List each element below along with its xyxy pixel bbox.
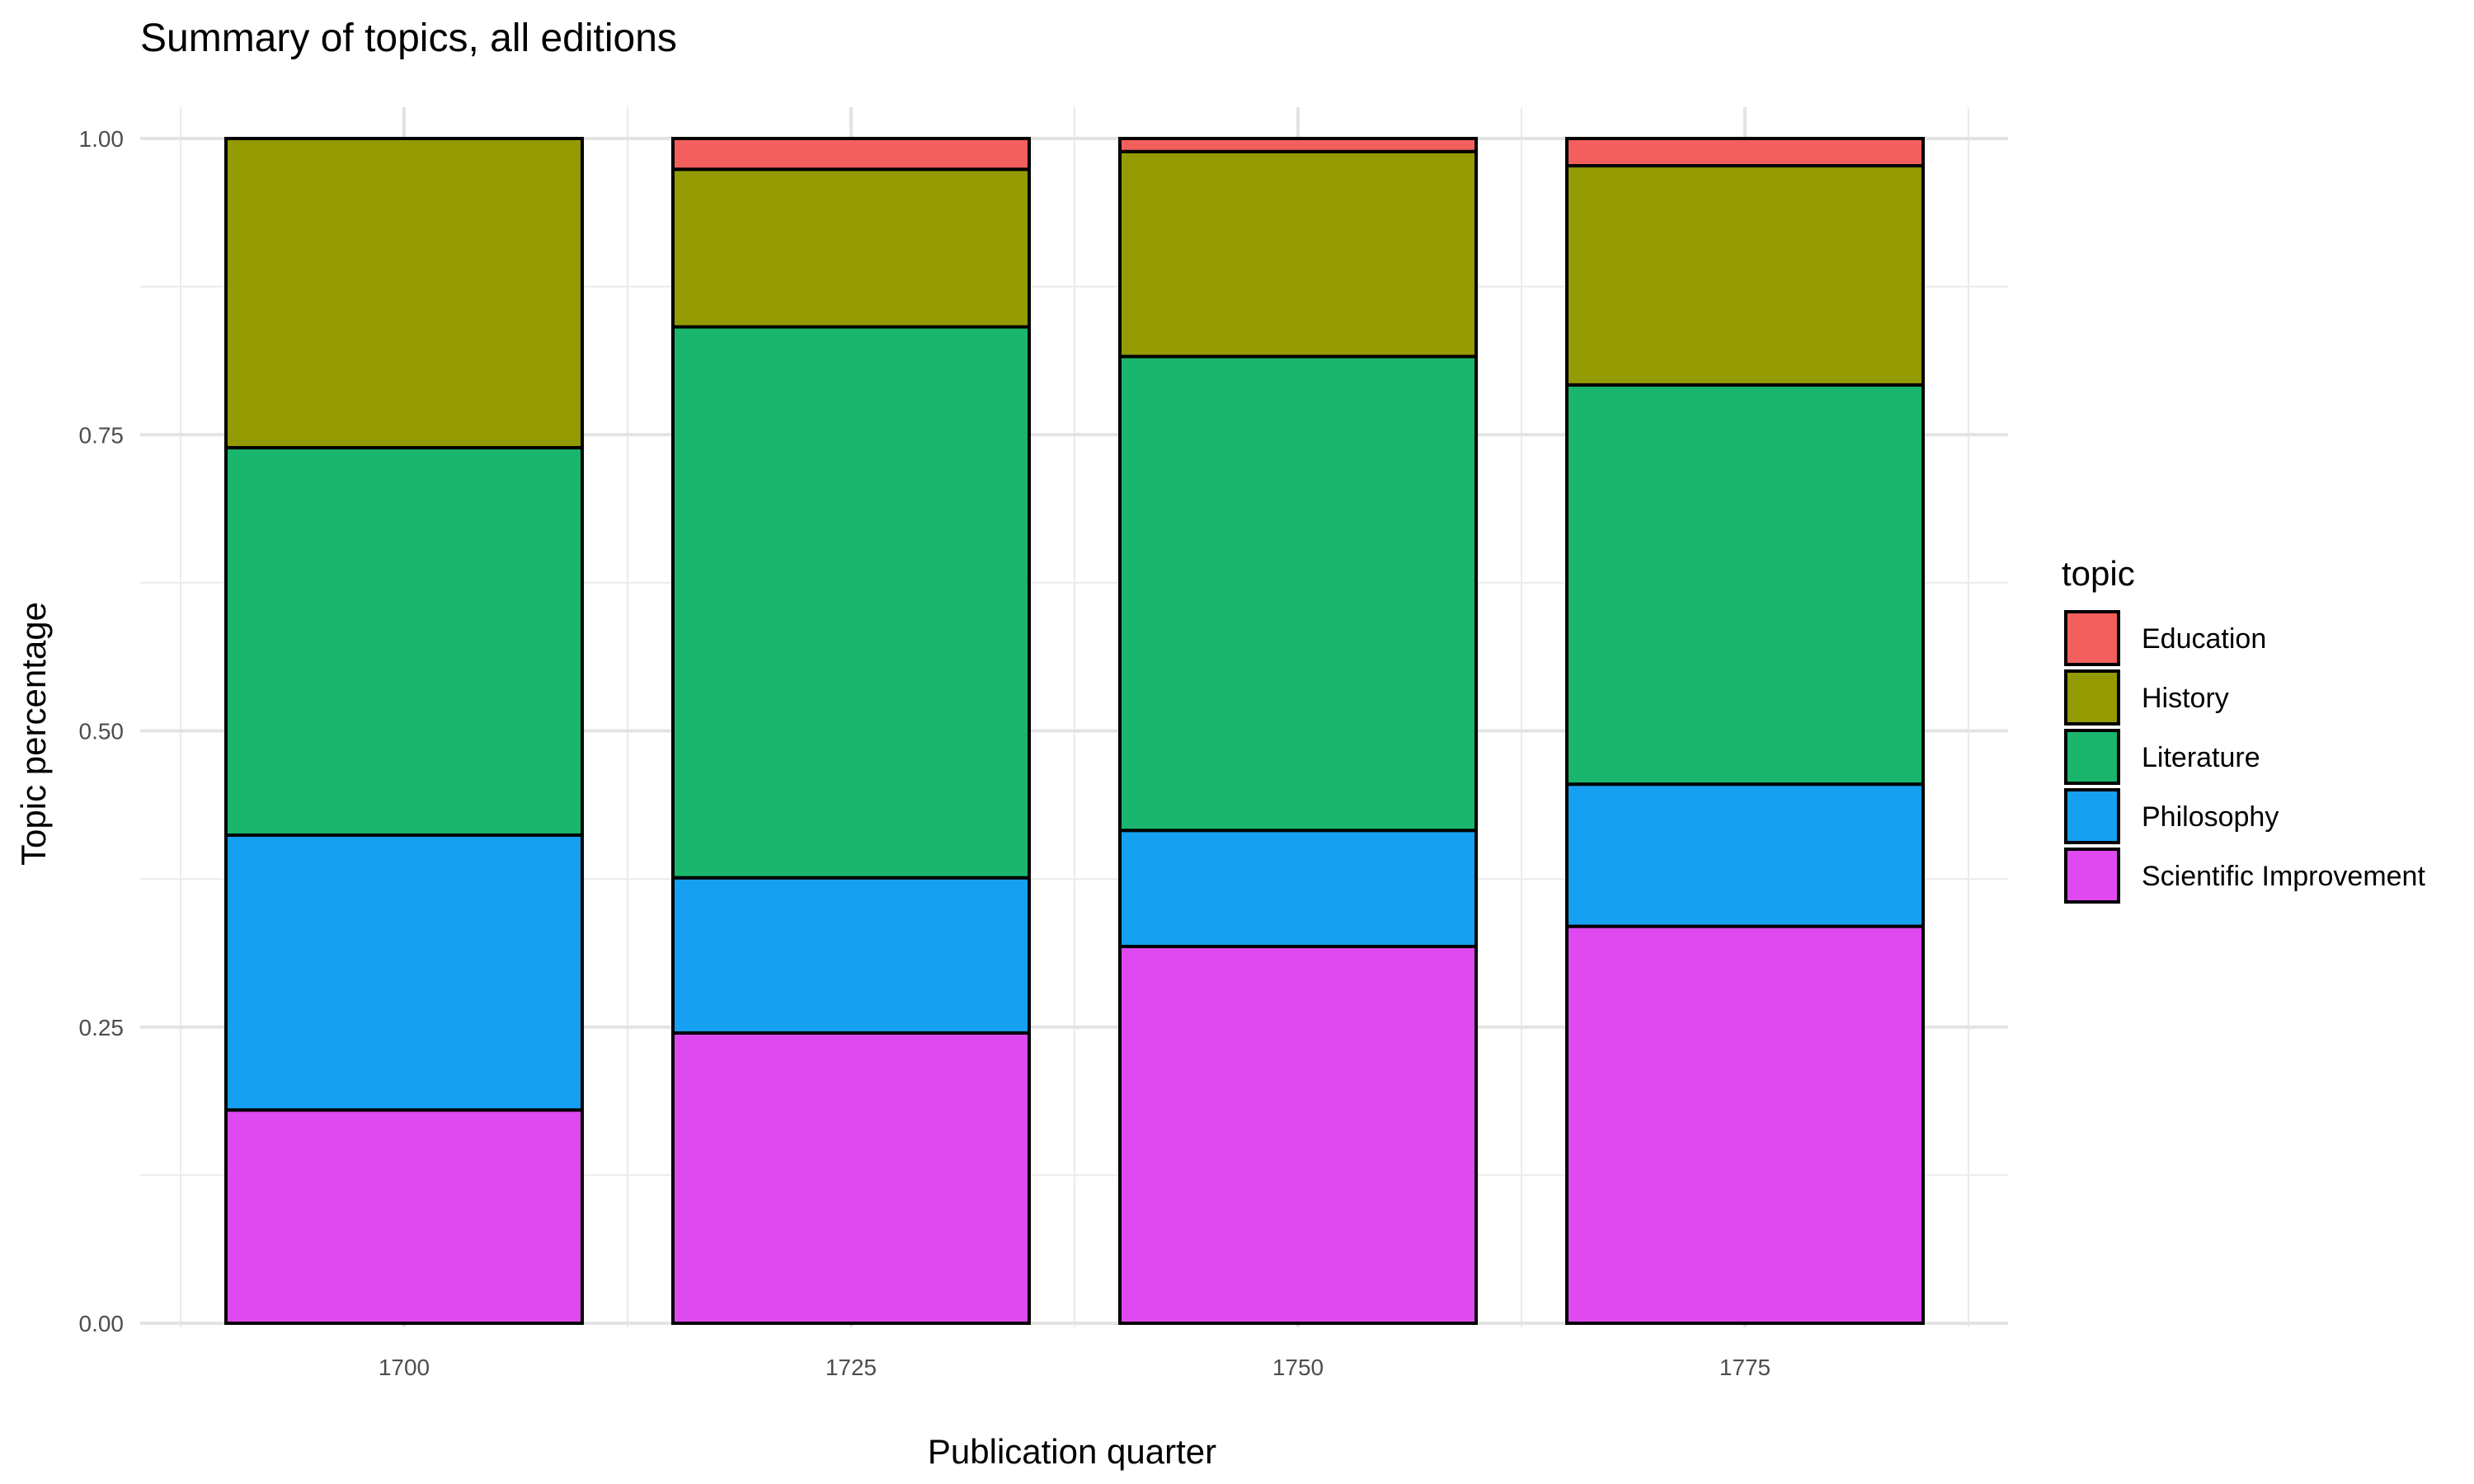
x-tick-label: 1700	[379, 1355, 430, 1380]
bars	[224, 137, 1925, 1326]
y-tick-label: 0.50	[79, 719, 125, 744]
bar-segment	[1565, 782, 1925, 928]
legend-swatch	[2064, 788, 2120, 844]
legend-label: Literature	[2142, 742, 2260, 773]
bar-segment	[1118, 829, 1478, 949]
legend-title: topic	[2062, 554, 2135, 593]
legend-swatch	[2064, 669, 2120, 726]
y-tick-label: 1.00	[79, 126, 125, 152]
bar-segment	[224, 833, 584, 1112]
bar-segment	[1565, 383, 1925, 787]
x-tick-label: 1725	[825, 1355, 877, 1380]
bar-segment	[224, 446, 584, 837]
bar-segment	[1118, 355, 1478, 833]
bar-segment	[224, 1108, 584, 1325]
legend-label: Scientific Improvement	[2142, 861, 2425, 892]
legend-label: Education	[2142, 623, 2266, 655]
bar-segment	[224, 137, 584, 450]
x-axis-title: Publication quarter	[928, 1432, 1216, 1471]
legend-label: History	[2142, 683, 2229, 714]
bar-segment	[671, 1031, 1031, 1326]
x-tick-label: 1775	[1719, 1355, 1771, 1380]
bar-segment	[671, 167, 1031, 329]
legend-label: Philosophy	[2142, 801, 2279, 833]
y-axis-ticks: 0.00 0.25 0.50 0.75 1.00	[79, 126, 125, 1336]
legend-swatch	[2064, 729, 2120, 785]
chart-title: Summary of topics, all editions	[140, 16, 677, 60]
y-tick-label: 0.25	[79, 1015, 125, 1040]
y-axis-title: Topic percentage	[14, 602, 53, 866]
bar-segment	[671, 325, 1031, 880]
x-tick-label: 1750	[1272, 1355, 1324, 1380]
y-tick-label: 0.00	[79, 1311, 125, 1336]
bar-segment	[1118, 945, 1478, 1326]
bar-segment	[1118, 137, 1478, 153]
x-axis-ticks: 1700 1725 1750 1775	[379, 1355, 1771, 1380]
legend-swatch	[2064, 848, 2120, 904]
legend-swatch	[2064, 610, 2120, 666]
bar-segment	[1118, 149, 1478, 359]
y-tick-label: 0.75	[79, 422, 125, 448]
legend: topic Education History Literature Philosop…	[2062, 554, 2425, 904]
bar-segment	[1565, 137, 1925, 168]
bar-segment	[671, 137, 1031, 171]
bar-segment	[1565, 924, 1925, 1325]
bar-segment	[671, 876, 1031, 1035]
bar-segment	[1565, 164, 1925, 387]
